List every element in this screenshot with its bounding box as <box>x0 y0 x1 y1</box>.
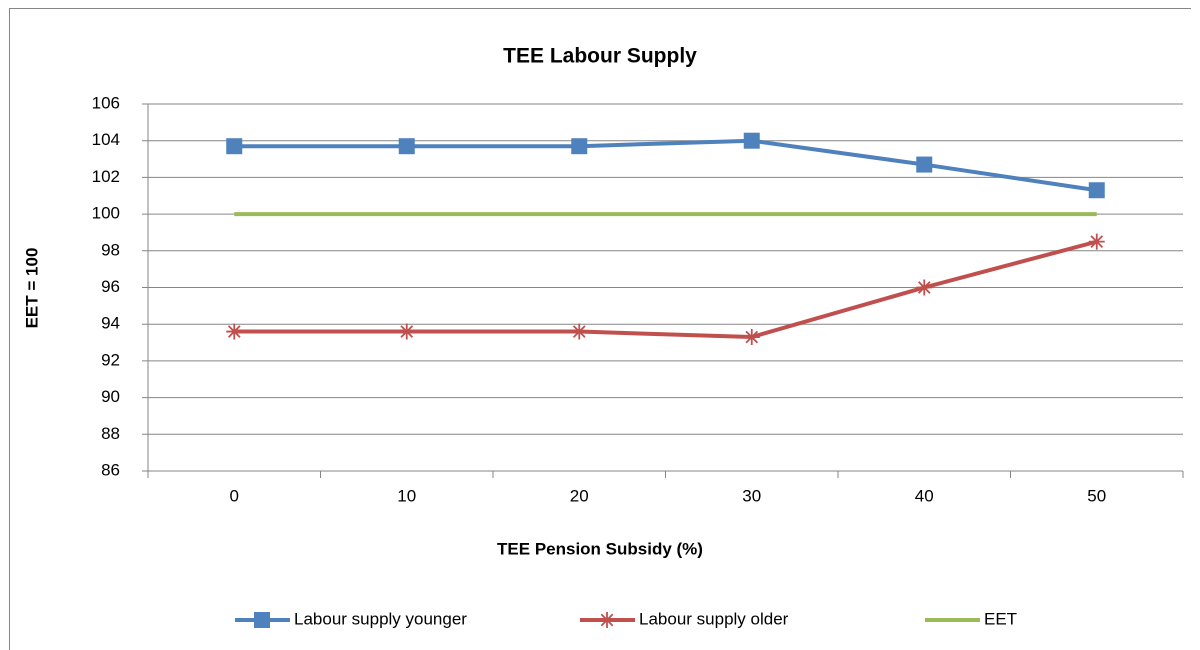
marker <box>571 323 588 340</box>
y-tick-label: 104 <box>92 130 120 149</box>
chart-border <box>9 8 1191 650</box>
x-tick-label: 50 <box>1087 486 1106 505</box>
series-line <box>234 138 1098 193</box>
legend-label: Labour supply younger <box>294 609 467 628</box>
y-tick-label: 86 <box>101 460 120 479</box>
chart-title: TEE Labour Supply <box>503 45 697 68</box>
marker <box>599 612 615 628</box>
y-tick-label: 92 <box>101 350 120 369</box>
x-tick-label: 40 <box>915 486 934 505</box>
x-tick-label: 20 <box>570 486 589 505</box>
legend-label: Labour supply older <box>639 609 789 628</box>
marker <box>916 279 933 296</box>
marker <box>226 323 243 340</box>
y-tick-label: 88 <box>101 424 120 443</box>
x-axis-label: TEE Pension Subsidy (%) <box>497 539 703 558</box>
series-line <box>234 239 1098 340</box>
marker <box>1088 182 1105 199</box>
marker <box>916 156 933 173</box>
y-tick-label: 106 <box>92 93 120 112</box>
y-tick-label: 90 <box>101 387 120 406</box>
marker <box>1088 233 1105 250</box>
x-tick-label: 10 <box>397 486 416 505</box>
marker <box>398 323 415 340</box>
marker <box>398 138 415 155</box>
y-tick-label: 94 <box>101 314 120 333</box>
y-axis-label: EET = 100 <box>22 248 41 329</box>
marker <box>743 329 760 346</box>
legend-label: EET <box>984 609 1017 628</box>
y-tick-label: 96 <box>101 277 120 296</box>
x-tick-label: 0 <box>230 486 239 505</box>
y-tick-label: 98 <box>101 240 120 259</box>
marker <box>226 138 243 155</box>
x-tick-label: 30 <box>742 486 761 505</box>
y-tick-label: 102 <box>92 167 120 186</box>
marker <box>571 138 588 155</box>
marker <box>254 612 270 628</box>
y-tick-label: 100 <box>92 204 120 223</box>
marker <box>743 132 760 149</box>
